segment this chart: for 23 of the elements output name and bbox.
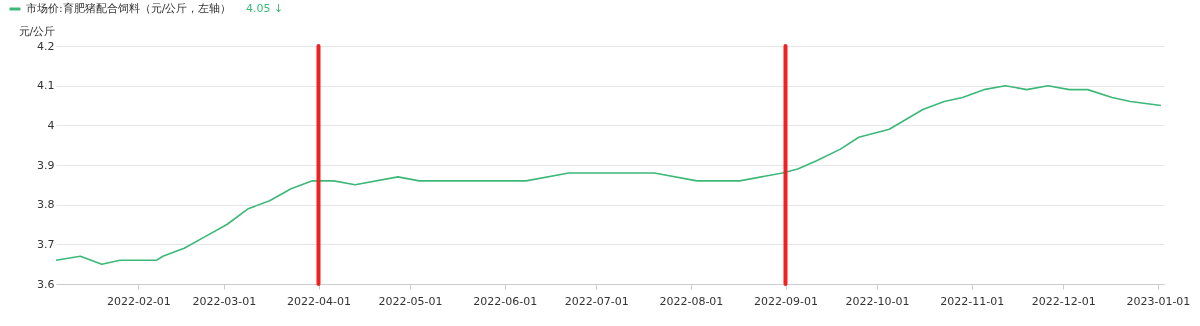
y-tick-label: 3.8 (37, 198, 55, 212)
y-tick-label: 4.2 (37, 39, 55, 53)
legend-label: 市场价:育肥猪配合饲料（元/公斤，左轴） (26, 2, 232, 15)
y-tick-label: 3.9 (37, 158, 55, 172)
x-tick-label: 2023-01-01 (1126, 294, 1191, 308)
x-tick-label: 2022-03-01 (192, 294, 257, 308)
x-tick-label: 2022-08-01 (659, 294, 724, 308)
x-tick-label: 2022-10-01 (845, 294, 910, 308)
x-tick-label: 2022-02-01 (106, 294, 171, 308)
x-tick-label: 2022-12-01 (1031, 294, 1096, 308)
x-tick-label: 2022-05-01 (378, 294, 443, 308)
y-tick-label: 4.1 (37, 79, 55, 93)
y-tick-label: 3.6 (37, 277, 55, 291)
x-tick-label: 2022-06-01 (473, 294, 538, 308)
y-tick-label: 4 (47, 118, 55, 132)
line-series (55, 84, 1162, 265)
x-tick-label: 2022-11-01 (940, 294, 1005, 308)
y-axis-title: 元/公斤 (18, 24, 56, 38)
x-tick-label: 2022-09-01 (754, 294, 818, 308)
y-tick-label: 3.7 (37, 237, 55, 251)
x-tick-label: 2022-07-01 (564, 294, 629, 308)
x-tick-label: 2022-04-01 (287, 294, 351, 308)
text: 4.05 ↓ (246, 2, 284, 15)
